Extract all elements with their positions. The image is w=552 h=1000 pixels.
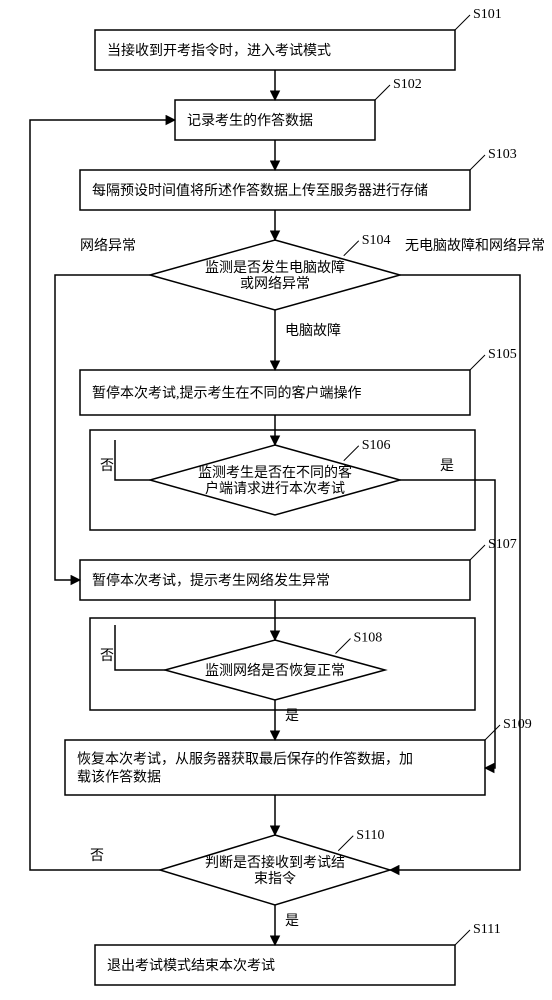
step-label: S103 <box>488 147 517 162</box>
edge-e9 <box>400 480 495 768</box>
edge-label: 否 <box>90 849 104 864</box>
box-text: 恢复本次考试，从服务器获取最后保存的作答数据，加 <box>77 751 413 768</box>
edge-e5 <box>390 275 520 870</box>
edge-label: 是 <box>285 914 299 929</box>
step-label: S109 <box>503 717 532 732</box>
edge-label: 是 <box>440 459 454 474</box>
edge-label: 否 <box>100 649 114 664</box>
edge-label: 否 <box>100 459 114 474</box>
step-label: S101 <box>473 7 502 22</box>
edge-label: 网络异常 <box>80 238 136 254</box>
box-text: 当接收到开考指令时，进入考试模式 <box>107 42 331 59</box>
diamond-text: 户端请求进行本次考试 <box>205 480 345 497</box>
step-label: S106 <box>362 438 391 453</box>
diamond-text: 或网络异常 <box>240 276 310 292</box>
step-label: S110 <box>356 828 384 843</box>
diamond-text: 监测考生是否在不同的客 <box>198 464 352 481</box>
edge-label: 无电脑故障和网络异常 <box>405 238 545 254</box>
step-label: S105 <box>488 347 517 362</box>
diamond-text: 束指令 <box>254 871 296 887</box>
flow-box-s109 <box>65 740 485 795</box>
step-label: S108 <box>354 631 383 646</box>
edge-label: 是 <box>285 709 299 724</box>
edge-e6 <box>55 275 150 580</box>
edge-label: 电脑故障 <box>285 323 341 339</box>
step-label: S104 <box>362 233 391 248</box>
box-text: 暂停本次考试,提示考生在不同的客户端操作 <box>92 385 362 402</box>
box-text: 暂停本次考试，提示考生网络发生异常 <box>92 572 330 589</box>
diamond-text: 监测是否发生电脑故障 <box>205 260 345 276</box>
step-label: S111 <box>473 922 501 937</box>
box-text: 记录考生的作答数据 <box>187 112 313 129</box>
diamond-text: 监测网络是否恢复正常 <box>205 662 345 679</box>
box-text: 退出考试模式结束本次考试 <box>107 958 275 974</box>
step-label: S107 <box>488 537 517 552</box>
box-text: 每隔预设时间值将所述作答数据上传至服务器进行存储 <box>92 182 428 199</box>
diamond-text: 判断是否接收到考试结 <box>205 854 345 871</box>
box-text: 载该作答数据 <box>77 769 161 786</box>
step-label: S102 <box>393 77 422 92</box>
